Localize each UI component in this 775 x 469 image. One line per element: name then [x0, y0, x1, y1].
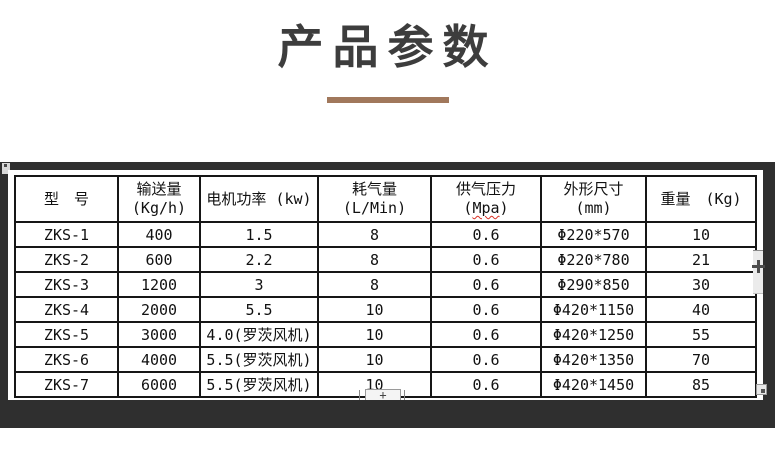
title-divider — [326, 97, 449, 103]
cell-motor-power: 3 — [199, 271, 319, 298]
cell-motor-power: 5.5 — [199, 296, 319, 323]
document-corner-marker — [2, 163, 10, 174]
cell-model: ZKS-4 — [14, 296, 119, 323]
cell-weight: 55 — [645, 321, 757, 348]
cell-dimensions: Φ420*1250 — [540, 321, 647, 348]
cell-motor-power: 2.2 — [199, 246, 319, 273]
cell-air-pressure: 0.6 — [430, 371, 542, 398]
cell-dimensions: Φ220*570 — [540, 221, 647, 248]
cell-dimensions: Φ420*1150 — [540, 296, 647, 323]
cell-model: ZKS-5 — [14, 321, 119, 348]
table-row: ZKS-5 3000 4.0(罗茨风机) 10 0.6 Φ420*1250 55 — [14, 321, 757, 348]
cell-air-consumption: 8 — [317, 246, 432, 273]
cell-weight: 70 — [645, 346, 757, 373]
plus-icon[interactable] — [752, 260, 765, 273]
header-model: 型 号 — [14, 175, 119, 223]
table-row: ZKS-7 6000 5.5(罗茨风机) 10 0.6 Φ420*1450 85 — [14, 371, 757, 398]
header-row: 型 号 输送量 (Kg/h) 电机功率 (kw) 耗气量 (L/Min) — [14, 175, 757, 223]
cell-air-consumption: 10 — [317, 296, 432, 323]
cell-air-consumption: 8 — [317, 271, 432, 298]
cell-weight: 85 — [645, 371, 757, 398]
cell-air-pressure: 0.6 — [430, 296, 542, 323]
cell-motor-power: 4.0(罗茨风机) — [199, 321, 319, 348]
cell-capacity: 2000 — [117, 296, 201, 323]
cell-capacity: 4000 — [117, 346, 201, 373]
cell-model: ZKS-1 — [14, 221, 119, 248]
document-viewport: 型 号 输送量 (Kg/h) 电机功率 (kw) 耗气量 (L/Min) — [0, 162, 775, 428]
cell-dimensions: Φ290*850 — [540, 271, 647, 298]
cell-weight: 10 — [645, 221, 757, 248]
cell-weight: 21 — [645, 246, 757, 273]
table-row: ZKS-6 4000 5.5(罗茨风机) 10 0.6 Φ420*1350 70 — [14, 346, 757, 373]
table-row: ZKS-4 2000 5.5 10 0.6 Φ420*1150 40 — [14, 296, 757, 323]
page-title: 产品参数 — [277, 21, 498, 73]
header-motor-power: 电机功率 (kw) — [199, 175, 319, 223]
cell-weight: 30 — [645, 271, 757, 298]
table-row: ZKS-2 600 2.2 8 0.6 Φ220*780 21 — [14, 246, 757, 273]
cell-model: ZKS-7 — [14, 371, 119, 398]
scrollbar-tick — [359, 390, 360, 400]
header-air-consumption: 耗气量 (L/Min) — [317, 175, 432, 223]
cell-air-pressure: 0.6 — [430, 271, 542, 298]
cell-air-consumption: 10 — [317, 321, 432, 348]
table-resize-handle-icon[interactable] — [756, 384, 767, 395]
cell-air-pressure: 0.6 — [430, 321, 542, 348]
header-capacity: 输送量 (Kg/h) — [117, 175, 201, 223]
cell-capacity: 3000 — [117, 321, 201, 348]
cell-capacity: 600 — [117, 246, 201, 273]
cell-air-pressure: 0.6 — [430, 221, 542, 248]
header-weight: 重量 (Kg) — [645, 175, 757, 223]
cell-motor-power: 1.5 — [199, 221, 319, 248]
cell-dimensions: Φ220*780 — [540, 246, 647, 273]
document-page: 型 号 输送量 (Kg/h) 电机功率 (kw) 耗气量 (L/Min) — [8, 170, 763, 400]
cell-weight: 40 — [645, 296, 757, 323]
cell-model: ZKS-6 — [14, 346, 119, 373]
header-air-pressure: 供气压力 (Mpa) — [430, 175, 542, 223]
table-row: ZKS-3 1200 3 8 0.6 Φ290*850 30 — [14, 271, 757, 298]
header-dimensions: 外形尺寸 (mm) — [540, 175, 647, 223]
cell-capacity: 1200 — [117, 271, 201, 298]
parameters-table: 型 号 输送量 (Kg/h) 电机功率 (kw) 耗气量 (L/Min) — [14, 175, 757, 398]
cell-air-pressure: 0.6 — [430, 246, 542, 273]
cell-dimensions: Φ420*1350 — [540, 346, 647, 373]
cell-air-consumption: 10 — [317, 346, 432, 373]
cell-motor-power: 5.5(罗茨风机) — [199, 346, 319, 373]
cell-motor-power: 5.5(罗茨风机) — [199, 371, 319, 398]
cell-capacity: 400 — [117, 221, 201, 248]
cell-air-pressure: 0.6 — [430, 346, 542, 373]
cell-dimensions: Φ420*1450 — [540, 371, 647, 398]
table-row: ZKS-1 400 1.5 8 0.6 Φ220*570 10 — [14, 221, 757, 248]
spellcheck-underline: Mpa — [472, 199, 500, 217]
scrollbar-tick — [404, 390, 405, 400]
cell-model: ZKS-2 — [14, 246, 119, 273]
cell-air-consumption: 8 — [317, 221, 432, 248]
cell-capacity: 6000 — [117, 371, 201, 398]
cell-model: ZKS-3 — [14, 271, 119, 298]
add-button[interactable]: + — [365, 389, 401, 400]
